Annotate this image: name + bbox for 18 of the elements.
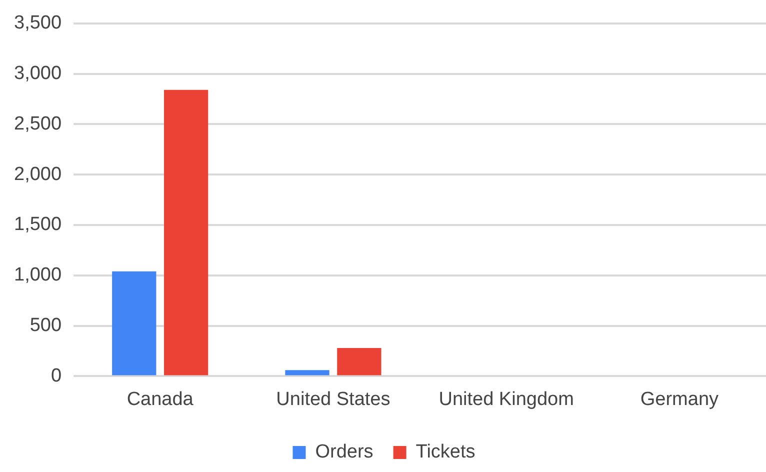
y-tick-label: 500 xyxy=(30,315,62,336)
y-tick-label: 0 xyxy=(50,365,62,386)
legend-label: Tickets xyxy=(416,442,476,463)
bar xyxy=(164,90,208,376)
y-tick-label: 1,000 xyxy=(14,264,62,286)
y-tick-label: 3,500 xyxy=(14,12,62,34)
y-tick-label: 2,000 xyxy=(14,164,62,185)
y-tick-label: 3,000 xyxy=(14,63,62,84)
bar xyxy=(112,271,156,376)
y-tick-label: 1,500 xyxy=(14,214,62,236)
x-tick-label: Canada xyxy=(126,388,194,410)
bar xyxy=(337,348,382,376)
x-tick-label: United Kingdom xyxy=(438,388,574,410)
y-tick-label: 2,500 xyxy=(14,113,62,134)
bar xyxy=(285,370,330,376)
legend-label: Orders xyxy=(315,442,374,463)
x-tick-label: Germany xyxy=(640,388,720,410)
x-tick-label: United States xyxy=(276,388,390,410)
